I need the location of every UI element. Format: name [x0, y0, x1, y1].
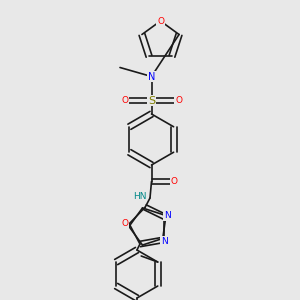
Text: N: N: [161, 237, 167, 246]
Text: O: O: [121, 219, 128, 228]
Text: N: N: [164, 211, 171, 220]
Text: O: O: [157, 16, 164, 26]
Text: N: N: [148, 71, 155, 82]
Text: O: O: [121, 96, 128, 105]
Text: O: O: [175, 96, 182, 105]
Text: HN: HN: [133, 192, 146, 201]
Text: O: O: [170, 177, 178, 186]
Text: S: S: [148, 95, 155, 106]
